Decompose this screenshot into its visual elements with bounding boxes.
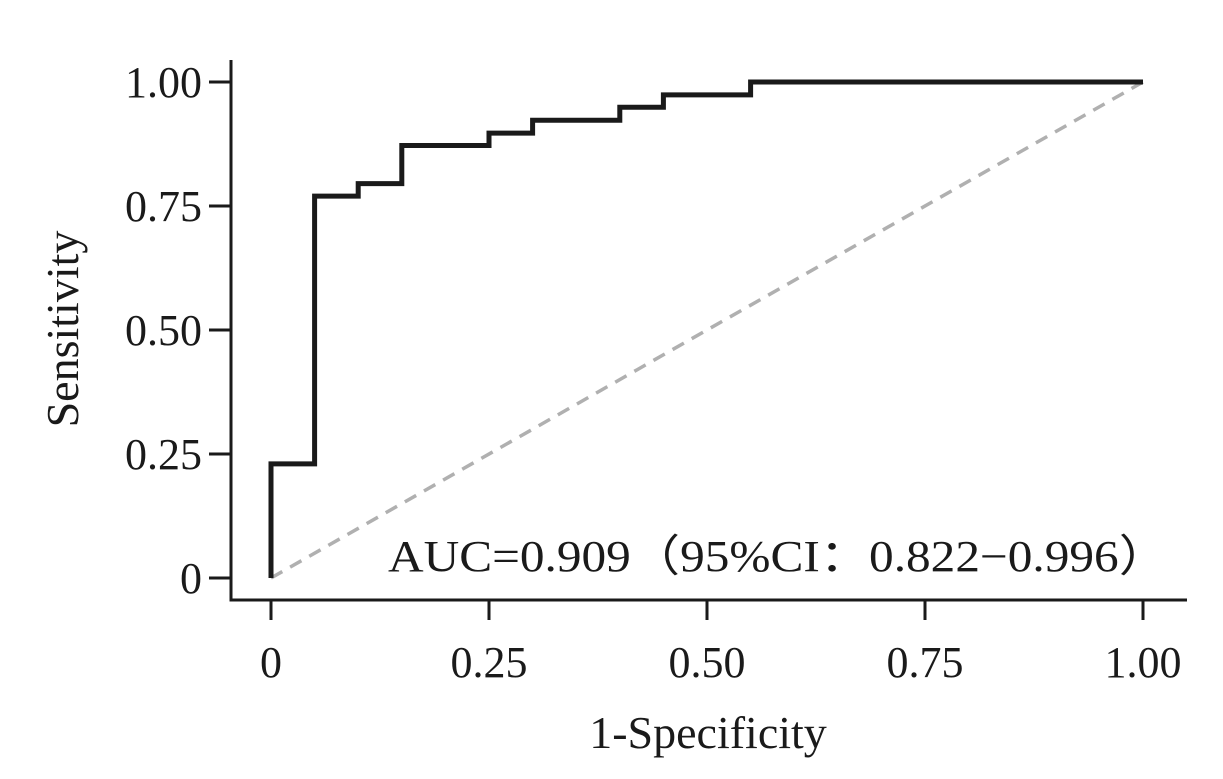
x-tick-label: 0.50: [669, 638, 746, 687]
y-axis-title: Sensitivity: [37, 231, 88, 428]
roc-curve-line: [268, 79, 1143, 578]
auc-annotation: AUC=0.909（95%CI：0.822−0.996）: [388, 532, 1168, 581]
x-axis-title: 1-Specificity: [589, 707, 827, 758]
x-tick-label: 0.25: [451, 638, 528, 687]
x-tick-label: 0: [260, 638, 282, 687]
x-tick-label: 1.00: [1105, 638, 1182, 687]
x-tick-label: 0.75: [887, 638, 964, 687]
y-tick-label: 0.25: [125, 430, 202, 479]
y-tick-label: 0.75: [125, 182, 202, 231]
y-tick-label: 0.50: [125, 306, 202, 355]
ticks: 0 0.25 0.50 0.75 1.00 0 0.25 0.50 0.75 1.00: [125, 58, 1182, 687]
y-tick-label: 1.00: [125, 58, 202, 107]
series: [268, 79, 1144, 580]
y-tick-label: 0: [180, 554, 202, 603]
